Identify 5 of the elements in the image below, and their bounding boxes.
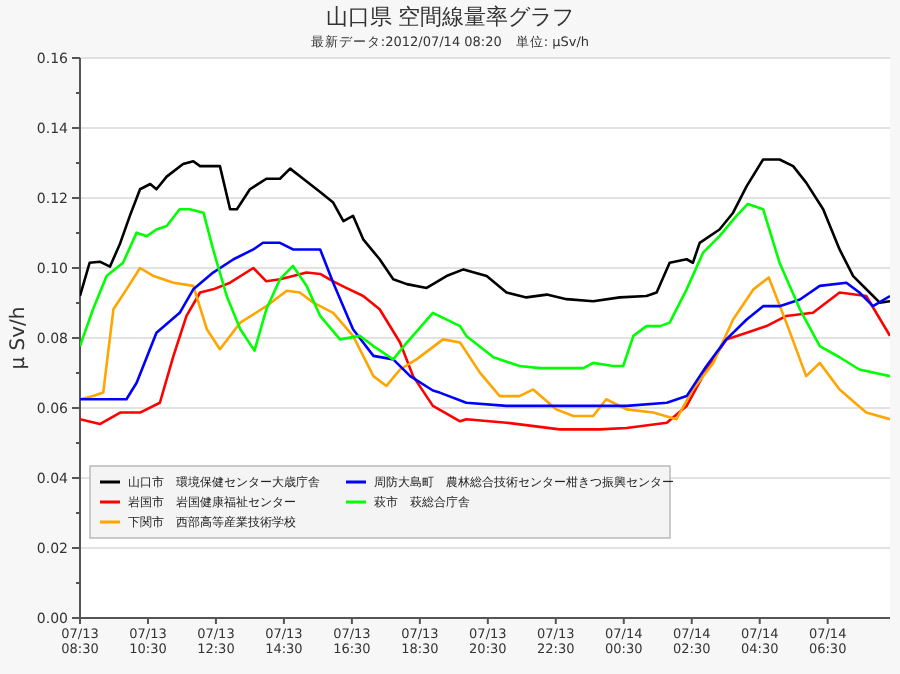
- line-series: [80, 241, 890, 408]
- y-axis-title: μ Sv/h: [8, 306, 30, 370]
- line-series: [80, 202, 890, 378]
- chart-title: 山口県 空間線量率グラフ: [325, 4, 575, 30]
- line-series: [80, 158, 890, 304]
